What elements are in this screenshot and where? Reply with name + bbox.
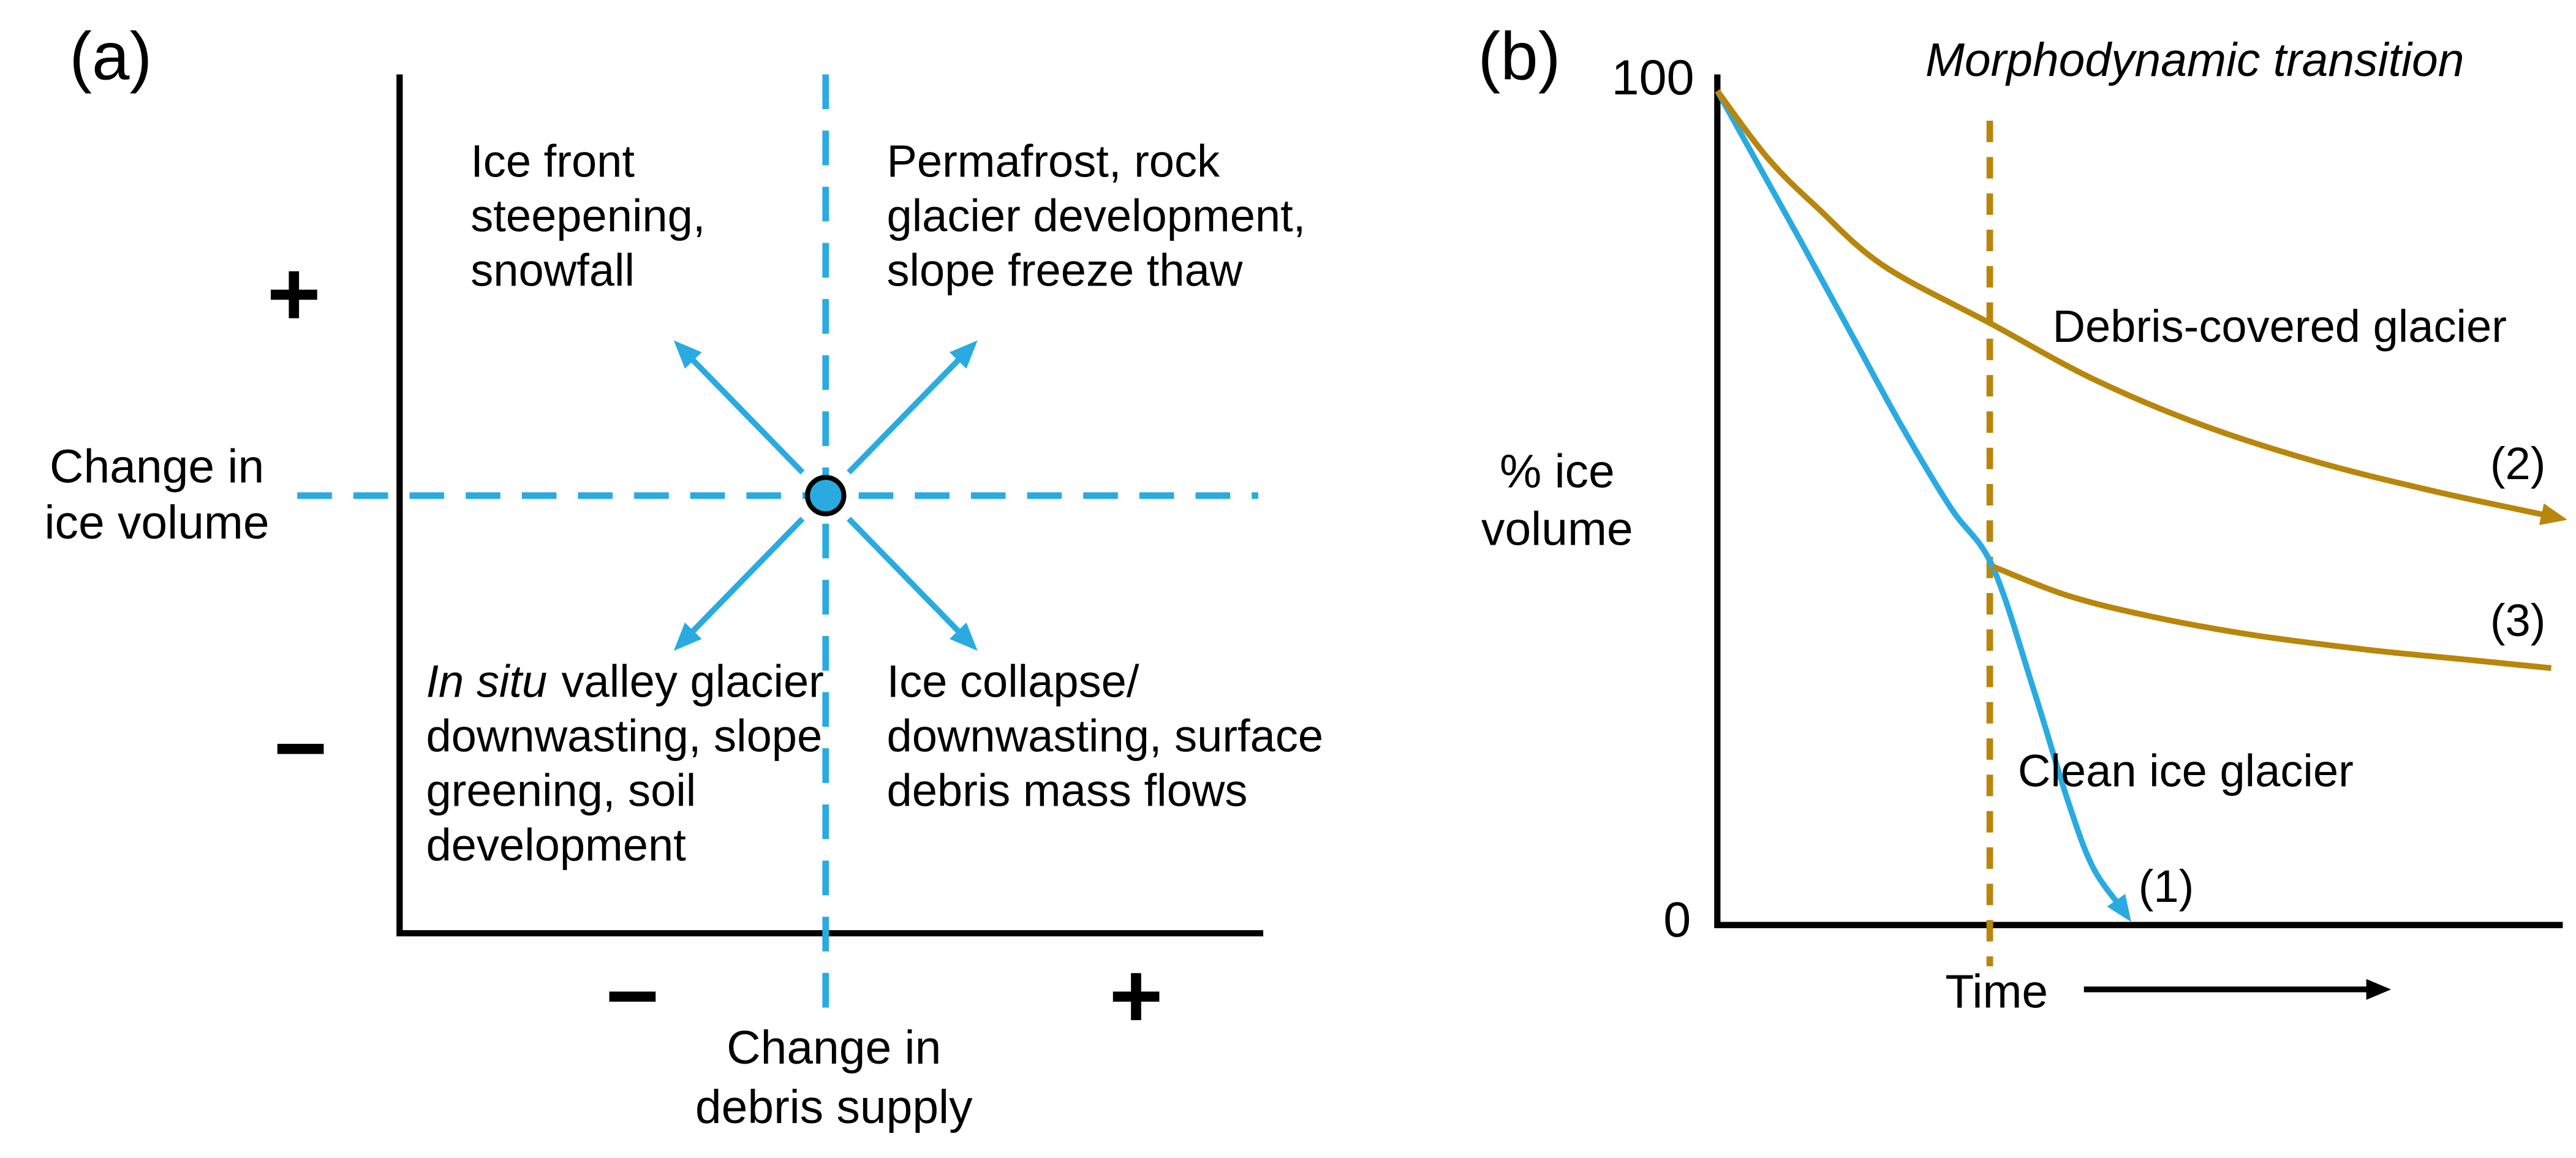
quadrant-bottom-left-line2: downwasting, slope [426, 711, 822, 762]
quadrant-arrow-1-head [673, 340, 702, 369]
panel-b-yaxis-title-line2: volume [1481, 503, 1633, 556]
quadrant-top-left-line3: snowfall [470, 245, 635, 296]
panel-b-curve1-number: (1) [2139, 861, 2194, 912]
quadrant-bottom-right-line1: Ice collapse/ [886, 656, 1139, 707]
quadrant-bottom-right-line3: debris mass flows [886, 765, 1247, 816]
panel-a-xaxis-minus: − [605, 944, 659, 1047]
curve-3 [1991, 563, 2552, 672]
panel-a-yaxis-plus: + [267, 241, 321, 345]
panel-a-xaxis-plus: + [1109, 944, 1163, 1047]
panel-a: (a) + − Change in ice volume − + Change … [44, 19, 1323, 1134]
panel-b-yaxis-title-line1: % ice [1500, 445, 1615, 498]
panel-a-yaxis-minus: − [274, 696, 328, 800]
panel-b-ytick-100: 100 [1612, 50, 1694, 105]
panel-b-label: (b) [1478, 19, 1560, 94]
quadrant-arrow-3-shaft [683, 517, 805, 641]
curve-2 [1715, 89, 2552, 520]
curve-1-arrowhead [2107, 893, 2131, 922]
curve-1 [1715, 89, 2125, 910]
quadrant-arrow-1-shaft [683, 350, 805, 475]
panel-b-curves [1715, 89, 2567, 922]
quadrant-top-right-line3: slope freeze thaw [886, 245, 1242, 296]
panel-a-label: (a) [69, 19, 152, 94]
time-arrow-head [2366, 978, 2392, 1000]
quadrant-top-right-line1: Permafrost, rock [886, 136, 1220, 187]
panel-a-arrows [673, 340, 978, 651]
quadrant-arrow-4-shaft [847, 517, 968, 641]
quadrant-bottom-left-line3: greening, soil [426, 765, 696, 816]
quadrant-arrow-3-head [673, 623, 702, 651]
quadrant-arrow-4-head [949, 623, 978, 651]
panel-a-yaxis-title-line1: Change in [50, 440, 264, 493]
quadrant-top-left-line2: steepening, [470, 191, 705, 241]
panel-b-xaxis-title: Time [1945, 965, 2048, 1018]
quadrant-bottom-left-line1: valley glacier [561, 656, 823, 707]
panel-b-ytick-0: 0 [1663, 893, 1691, 948]
panel-a-xaxis-title-line1: Change in [727, 1021, 941, 1074]
panel-b-time-arrow [2083, 978, 2392, 1000]
panel-b-axes [1714, 74, 2563, 928]
panel-b-clean-label: Clean ice glacier [2018, 745, 2354, 796]
panel-b: (b) 100 0 % ice volume Morphodynamic tra… [1478, 19, 2567, 1018]
panel-b-transition-label: Morphodynamic transition [1925, 34, 2464, 86]
panel-a-yaxis-title-line2: ice volume [44, 496, 269, 549]
quadrant-bottom-left-italic: In situ [426, 656, 547, 707]
panel-a-xaxis-title-line2: debris supply [695, 1081, 973, 1133]
panel-b-curve3-number: (3) [2490, 595, 2546, 646]
panel-b-curve2-number: (2) [2490, 438, 2546, 489]
curve-2-arrowhead [2539, 503, 2567, 526]
panel-b-debris-label: Debris-covered glacier [2053, 301, 2507, 352]
quadrant-top-left-line1: Ice front [470, 136, 635, 187]
quadrant-top-right-line2: glacier development, [886, 191, 1305, 241]
panel-a-axes [396, 74, 1264, 937]
quadrant-bottom-left-line4: development [426, 820, 686, 871]
quadrant-arrow-2-head [949, 340, 978, 369]
panel-a-center-dot [805, 475, 847, 517]
quadrant-arrow-2-shaft [847, 350, 968, 475]
quadrant-bottom-right-line2: downwasting, surface [886, 711, 1323, 762]
